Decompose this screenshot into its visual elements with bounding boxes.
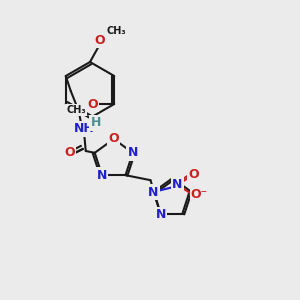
Text: CH₃: CH₃ [66,105,86,115]
Text: N: N [172,178,183,191]
Text: O: O [108,133,119,146]
Text: N: N [156,208,166,221]
Text: O: O [87,98,98,110]
Text: O⁻: O⁻ [191,188,208,202]
Text: NH: NH [74,122,94,136]
Text: O: O [188,169,199,182]
Text: N: N [128,146,138,159]
Text: O: O [64,146,75,160]
Text: CH₃: CH₃ [106,26,126,36]
Text: O: O [95,34,105,46]
Text: H: H [91,116,101,130]
Text: N: N [97,169,107,182]
Text: N: N [148,185,159,199]
